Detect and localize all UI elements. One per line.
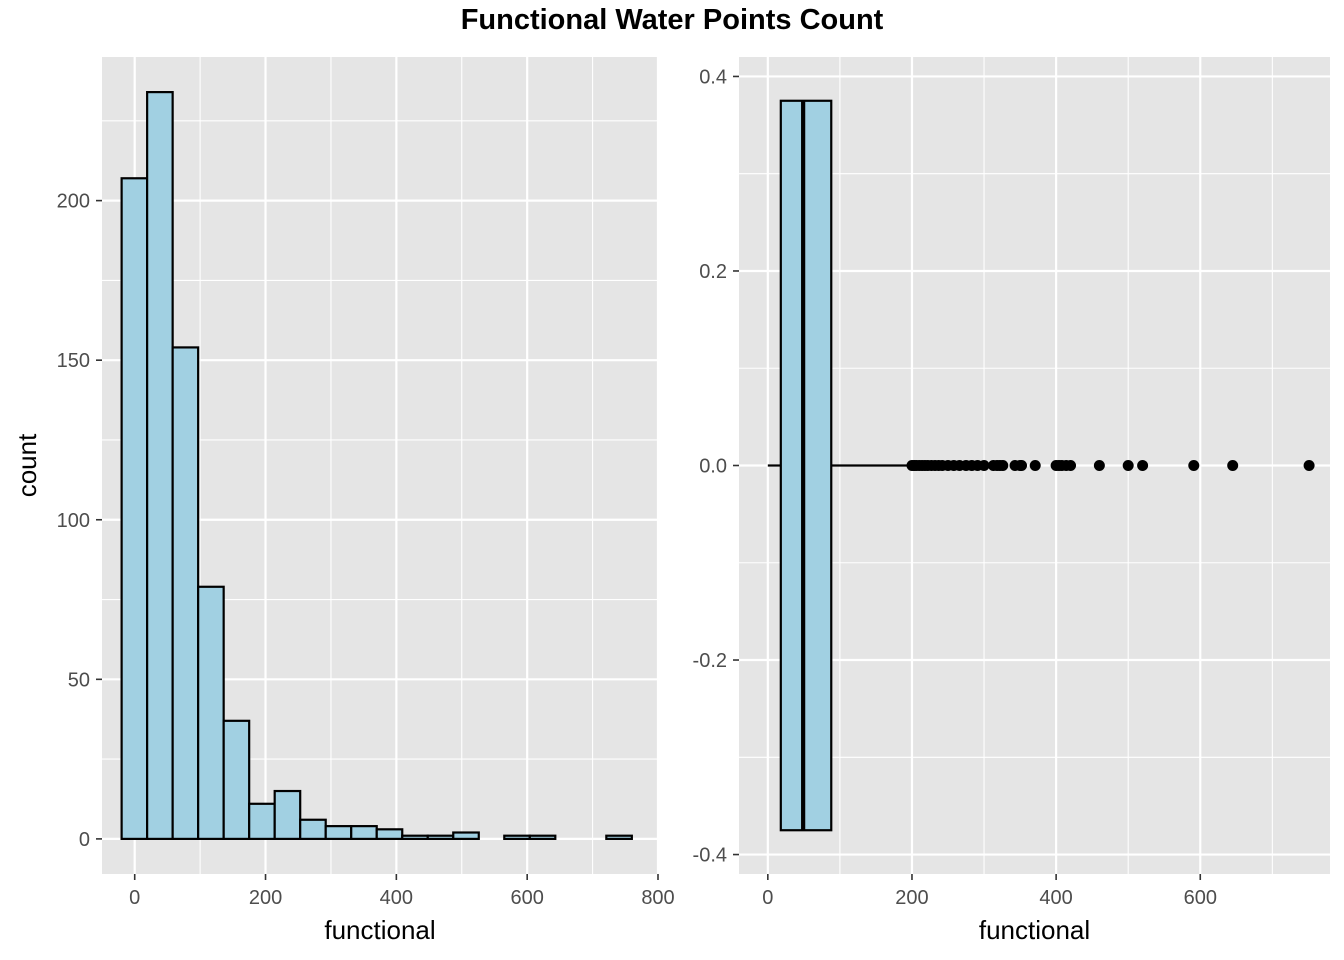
histogram-bar xyxy=(273,789,302,840)
boxplot-x-ticks: 0 200 400 600 xyxy=(762,874,1217,909)
outlier-point xyxy=(1029,460,1041,471)
y-tick-label: 100 xyxy=(57,510,90,532)
histogram-y-ticks: 0 50 100 150 200 xyxy=(57,191,102,851)
y-tick-label: 50 xyxy=(68,669,90,691)
histogram-panel: 0 200 400 600 800 0 50 100 150 200 functional co… xyxy=(12,57,675,945)
y-tick-label: 0.0 xyxy=(699,456,727,478)
outlier-point xyxy=(1065,460,1077,471)
x-tick-label: 400 xyxy=(1039,887,1072,909)
y-tick-label: -0.4 xyxy=(693,845,727,867)
histogram-bar xyxy=(299,818,327,840)
y-tick-label: 0.4 xyxy=(699,66,727,88)
histogram-bar xyxy=(426,834,455,840)
outlier-point xyxy=(1137,460,1149,471)
x-tick-label: 0 xyxy=(129,887,140,909)
boxplot-y-ticks: -0.4 -0.2 0.0 0.2 0.4 xyxy=(693,66,739,867)
histogram-bar xyxy=(146,91,174,840)
histogram-bar xyxy=(222,719,251,840)
histogram-x-ticks: 0 200 400 600 800 xyxy=(129,874,675,909)
histogram-bar xyxy=(452,831,480,840)
histogram-bar xyxy=(248,802,276,840)
y-tick-label: 150 xyxy=(57,350,90,372)
box-iqr xyxy=(779,99,833,832)
histogram-x-axis-label: functional xyxy=(324,915,435,945)
histogram-bar xyxy=(350,825,378,840)
outlier-point xyxy=(1016,460,1028,471)
histogram-y-axis-label: count xyxy=(12,433,42,497)
outlier-point xyxy=(1303,460,1315,471)
boxplot-outliers xyxy=(906,460,1315,471)
boxplot-box xyxy=(767,99,908,832)
outlier-point xyxy=(1122,460,1134,471)
y-tick-label: 0.2 xyxy=(699,261,727,283)
x-tick-label: 400 xyxy=(380,887,413,909)
outlier-point xyxy=(1093,460,1105,471)
x-tick-label: 800 xyxy=(641,887,674,909)
x-tick-label: 0 xyxy=(762,887,773,909)
histogram-bar xyxy=(171,346,200,840)
outlier-point xyxy=(997,460,1009,471)
x-tick-label: 200 xyxy=(249,887,282,909)
y-tick-label: 0 xyxy=(79,829,90,851)
outlier-point xyxy=(978,460,990,471)
histogram-bar xyxy=(503,834,531,840)
histogram-bar xyxy=(120,177,149,840)
histogram-bar xyxy=(605,834,633,840)
y-tick-label: -0.2 xyxy=(693,650,727,672)
y-tick-label: 200 xyxy=(57,191,90,213)
histogram-bar xyxy=(375,828,404,840)
histogram-bar xyxy=(401,834,429,840)
x-tick-label: 600 xyxy=(510,887,543,909)
x-tick-label: 200 xyxy=(895,887,928,909)
boxplot-x-axis-label: functional xyxy=(979,915,1090,945)
histogram-bar xyxy=(197,585,225,840)
figure-title: Functional Water Points Count xyxy=(460,4,884,36)
boxplot-panel: 0 200 400 600 -0.4 -0.2 0.0 0.2 0.4 functional xyxy=(693,57,1330,945)
outlier-point xyxy=(1188,460,1200,471)
x-tick-label: 600 xyxy=(1184,887,1217,909)
outlier-point xyxy=(1227,460,1239,471)
histogram-bar xyxy=(528,834,557,840)
histogram-bar xyxy=(324,825,353,840)
histogram-bars xyxy=(120,91,633,840)
